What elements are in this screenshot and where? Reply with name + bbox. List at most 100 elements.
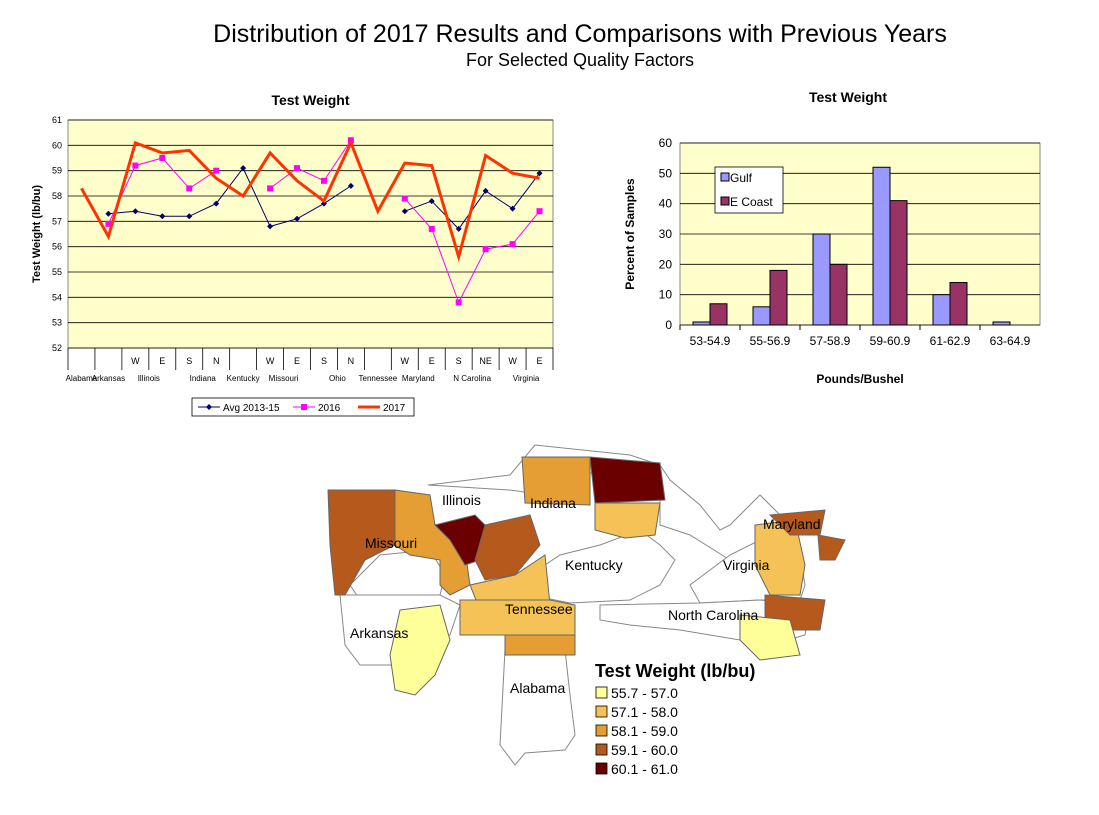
data-point (428, 198, 435, 205)
map-legend-swatch (595, 705, 608, 718)
y-tick-label: 58 (52, 191, 62, 201)
map-label-alabama: Alabama (510, 680, 565, 696)
x-state-label: Missouri (269, 374, 299, 383)
x-tick-label: 55-56.9 (750, 334, 791, 348)
bar-gulf (932, 294, 951, 326)
y-tick-label: 53 (52, 318, 62, 328)
line-legend: Avg 2013-15 2016 2017 (191, 397, 415, 417)
line-plot-area (67, 119, 554, 349)
map-label-north-carolina: North Carolina (668, 607, 758, 623)
x-tick-label: 57-58.9 (810, 334, 851, 348)
bar-e-coast (949, 282, 968, 326)
ohio-south (594, 502, 661, 539)
indiana-north (521, 456, 591, 506)
data-point (132, 208, 139, 215)
data-point (320, 200, 327, 207)
y-tick-label: 59 (52, 166, 62, 176)
bar-e-coast (829, 263, 848, 326)
map-legend: Test Weight (lb/bu) 55.7 - 57.0 57.1 - 58.… (595, 661, 755, 777)
data-point (536, 208, 543, 215)
legend-label: E Coast (730, 195, 773, 209)
map-legend-swatch (595, 686, 608, 699)
x-sub-label: E (159, 356, 165, 366)
map-legend-title: Test Weight (lb/bu) (595, 661, 755, 681)
x-tick-label: 63-64.9 (990, 334, 1031, 348)
y-tick-label: 10 (659, 288, 673, 302)
y-tick-label: 30 (659, 227, 673, 241)
map-label-indiana: Indiana (530, 495, 576, 511)
data-point (294, 215, 301, 222)
x-sub-label: W (266, 356, 275, 366)
x-state-label: N Carolina (453, 374, 491, 383)
data-point (509, 205, 516, 212)
y-tick-label: 20 (659, 257, 673, 271)
x-state-label: Arkansas (92, 374, 125, 383)
series-Avg 2013-15 (105, 165, 543, 232)
missouri-east (394, 489, 471, 596)
data-point (428, 225, 435, 232)
legend-label: Avg 2013-15 (223, 403, 280, 414)
x-state-label: Virginia (513, 374, 540, 383)
legend-marker (301, 404, 307, 410)
legend-swatch (720, 196, 730, 206)
map-state-labels: Illinois Indiana Missouri Kentucky Virginia M… (350, 492, 821, 696)
map-legend-label: 60.1 - 61.0 (611, 761, 678, 777)
map-colored-regions (327, 456, 846, 696)
data-point (186, 185, 193, 192)
map-label-tennessee: Tennessee (505, 601, 573, 617)
series-2017 (80, 138, 540, 263)
data-point (240, 165, 247, 172)
page-title: Distribution of 2017 Results and Compari… (213, 20, 947, 48)
x-state-label: Ohio (329, 374, 346, 383)
data-point (320, 177, 327, 184)
data-point (294, 165, 301, 172)
x-tick-label: 59-60.9 (870, 334, 911, 348)
series-2016 (105, 137, 543, 306)
maryland-east (817, 534, 846, 561)
x-sub-label: NE (479, 356, 492, 366)
x-sub-label: W (131, 356, 140, 366)
x-sub-label: E (537, 356, 543, 366)
y-tick-label: 57 (52, 216, 62, 226)
map-legend-label: 59.1 - 60.0 (611, 742, 678, 758)
bar-gulf (812, 233, 831, 326)
bar-gulf (872, 166, 891, 326)
data-point (132, 162, 139, 169)
data-point (536, 170, 543, 177)
arkansas-east (389, 604, 451, 696)
data-point (401, 195, 408, 202)
x-state-label: Kentucky (227, 374, 260, 383)
x-state-label: Maryland (402, 374, 435, 383)
data-point (105, 220, 112, 227)
data-point (267, 223, 274, 230)
bar-gulf (752, 306, 771, 326)
x-state-label: Tennessee (359, 374, 398, 383)
bar-chart: Test Weight 0 10 20 30 40 50 60 Percent of Sampl… (623, 89, 1041, 386)
y-tick-label: 52 (52, 343, 62, 353)
alabama-region (499, 649, 576, 766)
map-label-arkansas: Arkansas (350, 625, 408, 641)
tennessee-south (504, 634, 576, 656)
x-tick-label: 53-54.9 (690, 334, 731, 348)
x-sub-label: S (456, 356, 462, 366)
north-carolina-se (739, 614, 801, 661)
map-label-virginia: Virginia (723, 557, 770, 573)
y-tick-label: 0 (665, 318, 672, 332)
data-point (159, 155, 166, 161)
map-legend-label: 58.1 - 59.0 (611, 723, 678, 739)
x-sub-label: E (429, 356, 435, 366)
x-state-label: Alabama (66, 374, 98, 383)
state-map: Illinois Indiana Missouri Kentucky Virginia M… (327, 444, 846, 777)
y-axis-label: Percent of Samples (623, 178, 637, 290)
bar-gulf (692, 321, 711, 326)
bar-e-coast (709, 303, 728, 326)
map-label-missouri: Missouri (365, 535, 417, 551)
legend-label: 2016 (318, 403, 341, 414)
x-sub-label: S (321, 356, 327, 366)
data-point (159, 213, 166, 220)
line-chart-title: Test Weight (271, 92, 349, 108)
map-label-illinois: Illinois (442, 492, 481, 508)
page-subtitle: For Selected Quality Factors (465, 50, 695, 70)
bar-legend: Gulf E Coast (714, 166, 784, 214)
data-point (455, 299, 462, 306)
